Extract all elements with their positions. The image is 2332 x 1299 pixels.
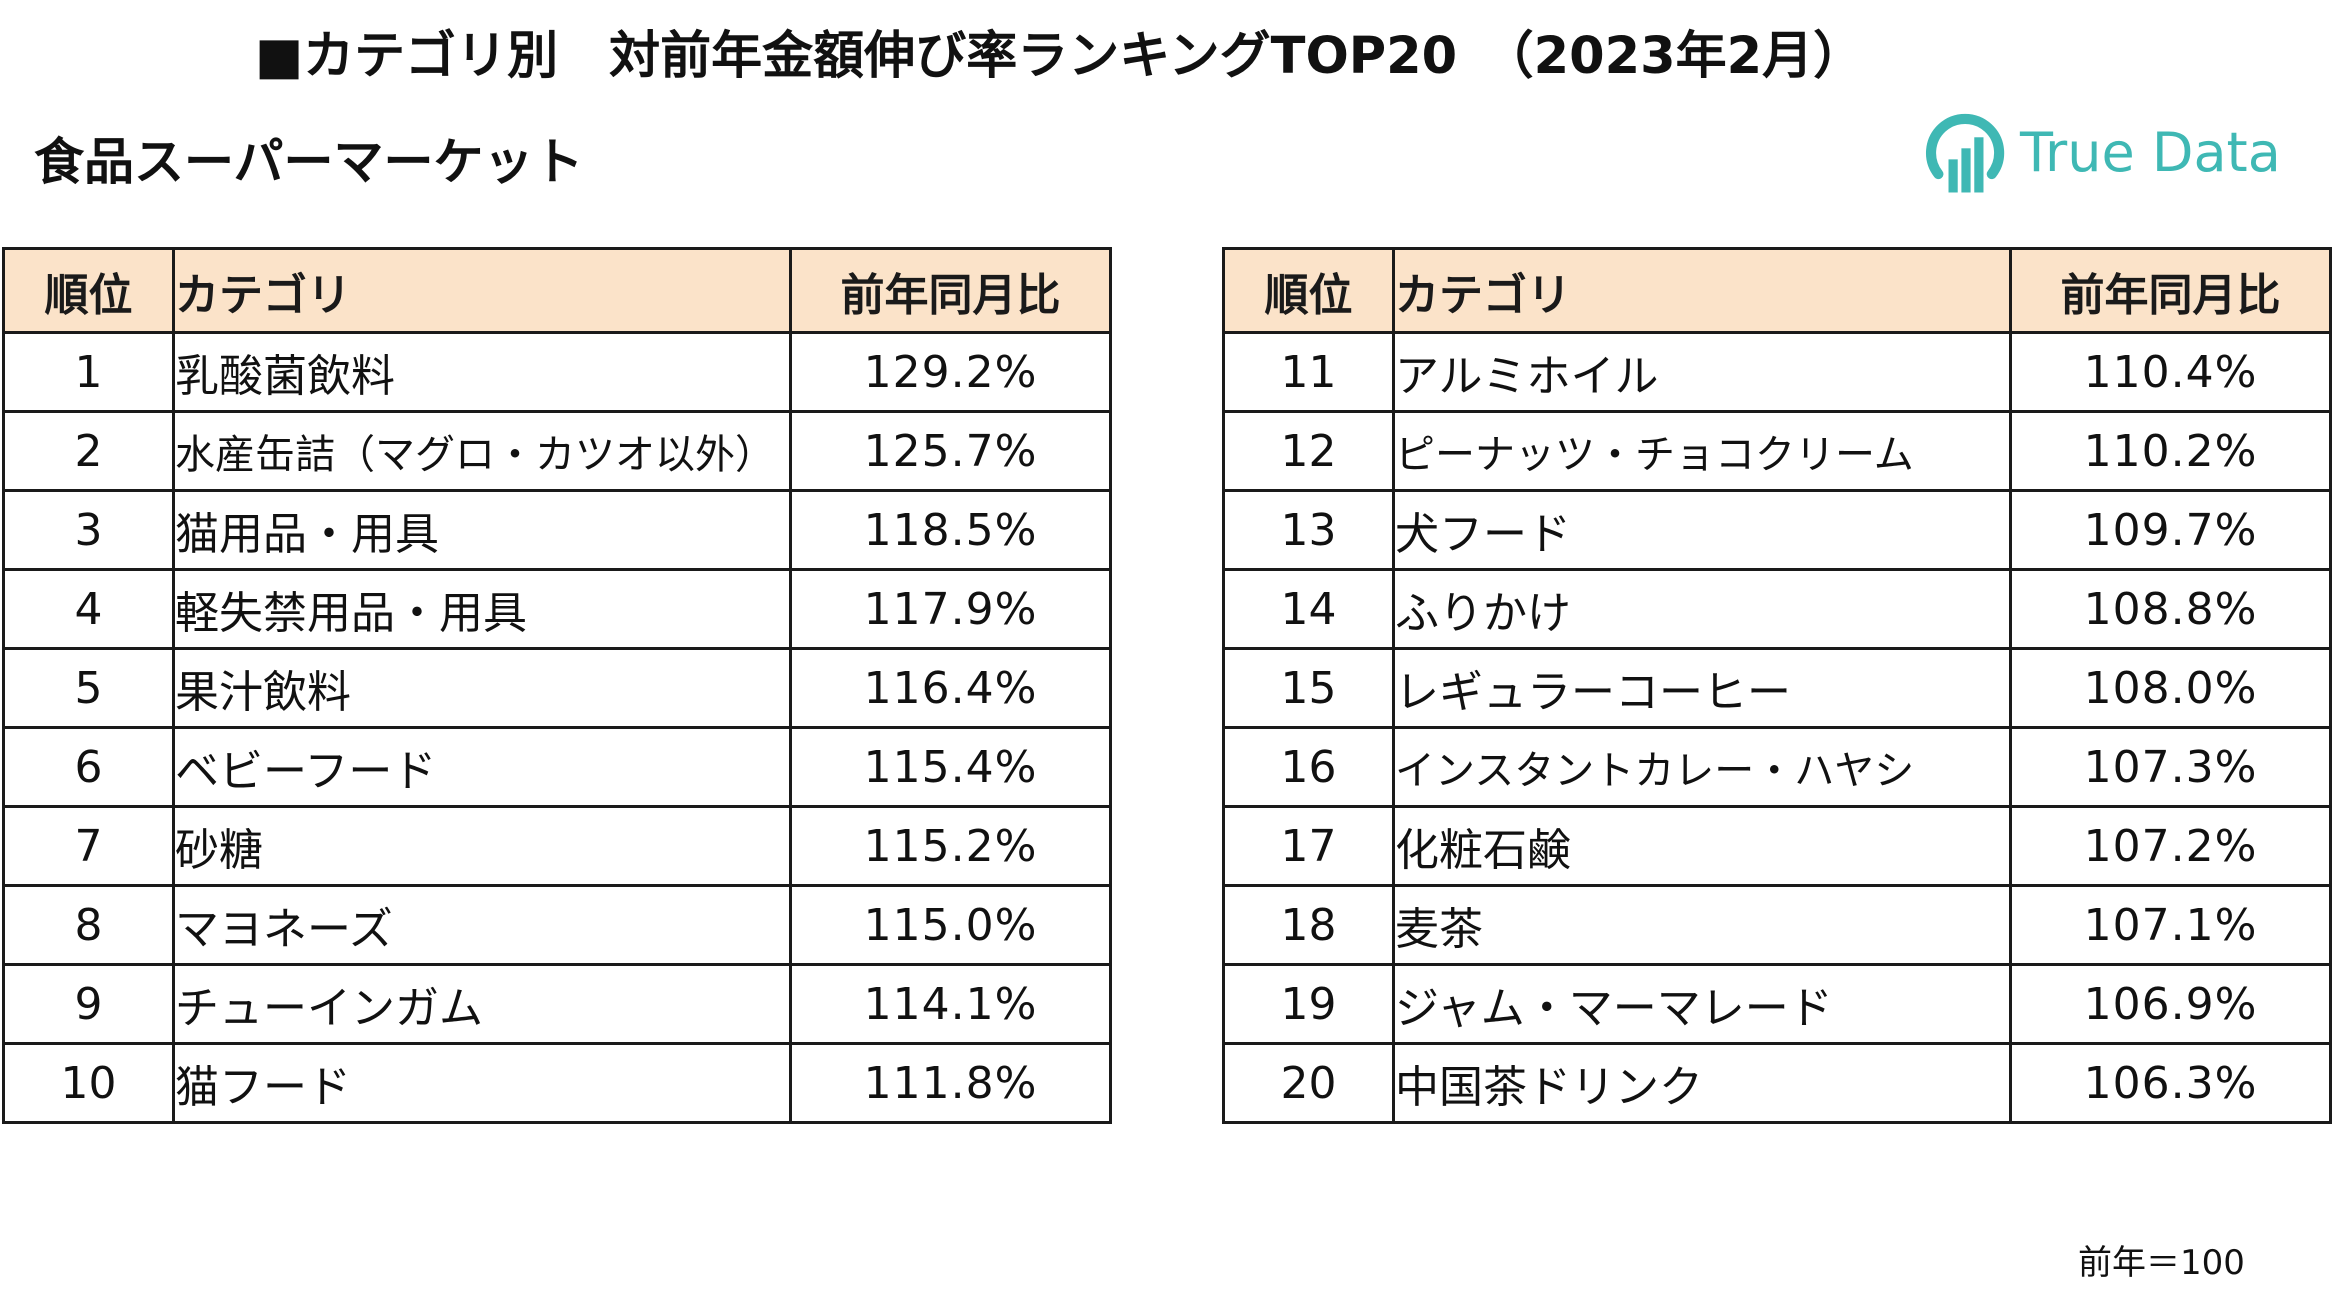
- yoy-cell: 108.0%: [2009, 647, 2332, 729]
- header-yoy: 前年同月比: [2009, 247, 2332, 334]
- table-row: 3 猫用品・用具 118.5%: [2, 489, 1112, 571]
- rank-cell: 6: [2, 726, 175, 808]
- truedata-logo: True Data: [1920, 104, 2300, 200]
- rank-cell: 9: [2, 963, 175, 1045]
- category-cell: 犬フード: [1392, 489, 2012, 571]
- rank-cell: 2: [2, 410, 175, 492]
- rank-cell: 5: [2, 647, 175, 729]
- yoy-cell: 107.1%: [2009, 884, 2332, 966]
- ranking-table-right: 順位 カテゴリ 前年同月比 11 アルミホイル 110.4% 12 ピーナッツ・…: [1222, 247, 2332, 1124]
- yoy-cell: 129.2%: [789, 331, 1112, 413]
- category-cell: 砂糖: [172, 805, 792, 887]
- table-header-row: 順位 カテゴリ 前年同月比: [1222, 247, 2332, 334]
- yoy-cell: 118.5%: [789, 489, 1112, 571]
- yoy-cell: 116.4%: [789, 647, 1112, 729]
- yoy-cell: 117.9%: [789, 568, 1112, 650]
- rank-cell: 13: [1222, 489, 1395, 571]
- rank-cell: 18: [1222, 884, 1395, 966]
- rank-cell: 17: [1222, 805, 1395, 887]
- header-rank: 順位: [2, 247, 175, 334]
- category-cell: ふりかけ: [1392, 568, 2012, 650]
- category-cell: ピーナッツ・チョコクリーム: [1392, 410, 2012, 492]
- table-row: 1 乳酸菌飲料 129.2%: [2, 331, 1112, 413]
- table-row: 17 化粧石鹸 107.2%: [1222, 805, 2332, 887]
- yoy-cell: 108.8%: [2009, 568, 2332, 650]
- table-row: 4 軽失禁用品・用具 117.9%: [2, 568, 1112, 650]
- yoy-cell: 106.3%: [2009, 1042, 2332, 1124]
- table-row: 11 アルミホイル 110.4%: [1222, 331, 2332, 413]
- rank-cell: 3: [2, 489, 175, 571]
- header-rank: 順位: [1222, 247, 1395, 334]
- yoy-cell: 110.2%: [2009, 410, 2332, 492]
- category-cell: 猫フード: [172, 1042, 792, 1124]
- logo-text: True Data: [2020, 120, 2281, 184]
- table-row: 6 ベビーフード 115.4%: [2, 726, 1112, 808]
- category-cell: アルミホイル: [1392, 331, 2012, 413]
- category-cell: 麦茶: [1392, 884, 2012, 966]
- table-header-row: 順位 カテゴリ 前年同月比: [2, 247, 1112, 334]
- table-row: 13 犬フード 109.7%: [1222, 489, 2332, 571]
- rank-cell: 15: [1222, 647, 1395, 729]
- category-cell: 化粧石鹸: [1392, 805, 2012, 887]
- category-cell: レギュラーコーヒー: [1392, 647, 2012, 729]
- rank-cell: 8: [2, 884, 175, 966]
- yoy-cell: 115.2%: [789, 805, 1112, 887]
- category-cell: 軽失禁用品・用具: [172, 568, 792, 650]
- yoy-cell: 111.8%: [789, 1042, 1112, 1124]
- ranking-table-left: 順位 カテゴリ 前年同月比 1 乳酸菌飲料 129.2% 2 水産缶詰（マグロ・…: [2, 247, 1112, 1124]
- yoy-cell: 106.9%: [2009, 963, 2332, 1045]
- table-row: 19 ジャム・マーマレード 106.9%: [1222, 963, 2332, 1045]
- rank-cell: 4: [2, 568, 175, 650]
- yoy-cell: 107.2%: [2009, 805, 2332, 887]
- category-cell: 中国茶ドリンク: [1392, 1042, 2012, 1124]
- yoy-cell: 114.1%: [789, 963, 1112, 1045]
- category-cell: ベビーフード: [172, 726, 792, 808]
- category-cell: 水産缶詰（マグロ・カツオ以外）: [172, 410, 792, 492]
- header-yoy: 前年同月比: [789, 247, 1112, 334]
- base-note: 前年＝100: [2078, 1243, 2245, 1283]
- page-subtitle: 食品スーパーマーケット: [34, 133, 584, 191]
- category-cell: マヨネーズ: [172, 884, 792, 966]
- rank-cell: 10: [2, 1042, 175, 1124]
- category-cell: インスタントカレー・ハヤシ: [1392, 726, 2012, 808]
- table-row: 12 ピーナッツ・チョコクリーム 110.2%: [1222, 410, 2332, 492]
- rank-cell: 11: [1222, 331, 1395, 413]
- rank-cell: 12: [1222, 410, 1395, 492]
- page-title: ■カテゴリ別 対前年金額伸び率ランキングTOP20 （2023年2月）: [255, 27, 1865, 86]
- category-cell: 乳酸菌飲料: [172, 331, 792, 413]
- table-row: 15 レギュラーコーヒー 108.0%: [1222, 647, 2332, 729]
- yoy-cell: 115.0%: [789, 884, 1112, 966]
- table-row: 8 マヨネーズ 115.0%: [2, 884, 1112, 966]
- category-cell: チューインガム: [172, 963, 792, 1045]
- rank-cell: 7: [2, 805, 175, 887]
- category-cell: 猫用品・用具: [172, 489, 792, 571]
- category-cell: 果汁飲料: [172, 647, 792, 729]
- rank-cell: 1: [2, 331, 175, 413]
- table-row: 7 砂糖 115.2%: [2, 805, 1112, 887]
- yoy-cell: 110.4%: [2009, 331, 2332, 413]
- yoy-cell: 109.7%: [2009, 489, 2332, 571]
- table-row: 10 猫フード 111.8%: [2, 1042, 1112, 1124]
- yoy-cell: 115.4%: [789, 726, 1112, 808]
- rank-cell: 20: [1222, 1042, 1395, 1124]
- rank-cell: 19: [1222, 963, 1395, 1045]
- category-cell: ジャム・マーマレード: [1392, 963, 2012, 1045]
- table-row: 14 ふりかけ 108.8%: [1222, 568, 2332, 650]
- table-row: 20 中国茶ドリンク 106.3%: [1222, 1042, 2332, 1124]
- header-category: カテゴリ: [172, 247, 792, 334]
- table-row: 16 インスタントカレー・ハヤシ 107.3%: [1222, 726, 2332, 808]
- table-row: 5 果汁飲料 116.4%: [2, 647, 1112, 729]
- table-row: 18 麦茶 107.1%: [1222, 884, 2332, 966]
- yoy-cell: 125.7%: [789, 410, 1112, 492]
- header-category: カテゴリ: [1392, 247, 2012, 334]
- rank-cell: 14: [1222, 568, 1395, 650]
- bar-chart-circle-icon: [1925, 113, 2005, 193]
- table-row: 2 水産缶詰（マグロ・カツオ以外） 125.7%: [2, 410, 1112, 492]
- table-row: 9 チューインガム 114.1%: [2, 963, 1112, 1045]
- yoy-cell: 107.3%: [2009, 726, 2332, 808]
- rank-cell: 16: [1222, 726, 1395, 808]
